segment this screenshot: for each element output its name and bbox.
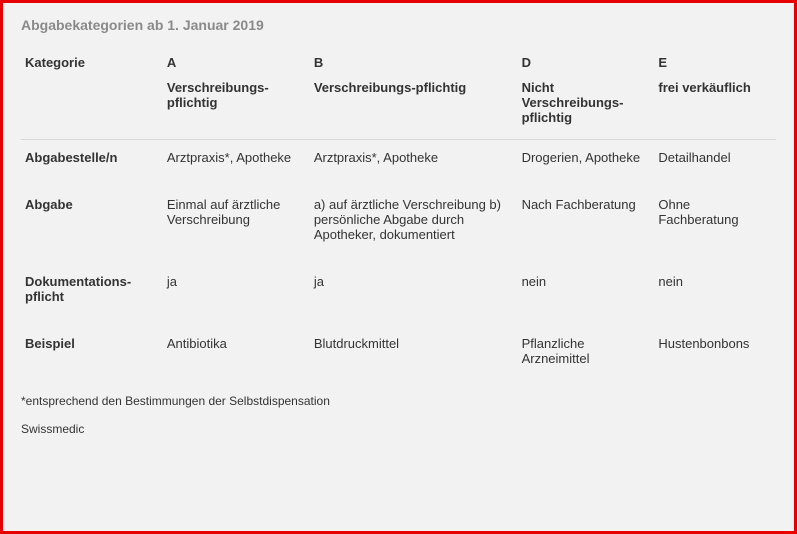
col-d-desc: Nicht Verschreibungs-pflichtig — [522, 80, 647, 125]
col-b-desc: Verschreibungs-pflichtig — [314, 80, 510, 95]
row-label: Beispiel — [21, 326, 163, 388]
table-row: Abgabestelle/n Arztpraxis*, Apotheke Arz… — [21, 140, 776, 188]
header-row-label: Kategorie — [21, 45, 163, 140]
cell: Hustenbonbons — [654, 326, 776, 388]
col-a-desc: Verschreibungs-pflichtig — [167, 80, 302, 110]
col-a-letter: A — [167, 55, 302, 70]
header-col-a: A Verschreibungs-pflichtig — [163, 45, 310, 140]
cell: Nach Fachberatung — [518, 187, 655, 264]
cell: Arztpraxis*, Apotheke — [310, 140, 518, 188]
row-label: Dokumentations-pflicht — [21, 264, 163, 326]
col-d-letter: D — [522, 55, 647, 70]
cell: Blutdruckmittel — [310, 326, 518, 388]
header-col-d: D Nicht Verschreibungs-pflichtig — [518, 45, 655, 140]
table-source: Swissmedic — [21, 422, 776, 436]
table-title: Abgabekategorien ab 1. Januar 2019 — [21, 17, 776, 33]
cell: ja — [310, 264, 518, 326]
col-e-desc: frei verkäuflich — [658, 80, 768, 95]
cell: Pflanzliche Arzneimittel — [518, 326, 655, 388]
header-col-e: E frei verkäuflich — [654, 45, 776, 140]
cell: Detailhandel — [654, 140, 776, 188]
table-footnote: *entsprechend den Bestimmungen der Selbs… — [21, 394, 776, 408]
cell: Ohne Fachberatung — [654, 187, 776, 264]
cell: ja — [163, 264, 310, 326]
table-row: Beispiel Antibiotika Blutdruckmittel Pfl… — [21, 326, 776, 388]
cell: Antibiotika — [163, 326, 310, 388]
cell: a) auf ärztliche Verschreibung b) persön… — [310, 187, 518, 264]
cell: nein — [518, 264, 655, 326]
categories-table: Kategorie A Verschreibungs-pflichtig B V… — [21, 45, 776, 388]
table-header-row: Kategorie A Verschreibungs-pflichtig B V… — [21, 45, 776, 140]
row-label: Abgabe — [21, 187, 163, 264]
cell: nein — [654, 264, 776, 326]
cell: Drogerien, Apotheke — [518, 140, 655, 188]
table-frame: Abgabekategorien ab 1. Januar 2019 Kateg… — [0, 0, 797, 534]
cell: Einmal auf ärztliche Verschreibung — [163, 187, 310, 264]
header-col-b: B Verschreibungs-pflichtig — [310, 45, 518, 140]
table-row: Dokumentations-pflicht ja ja nein nein — [21, 264, 776, 326]
col-b-letter: B — [314, 55, 510, 70]
cell: Arztpraxis*, Apotheke — [163, 140, 310, 188]
col-e-letter: E — [658, 55, 768, 70]
row-label: Abgabestelle/n — [21, 140, 163, 188]
table-row: Abgabe Einmal auf ärztliche Verschreibun… — [21, 187, 776, 264]
